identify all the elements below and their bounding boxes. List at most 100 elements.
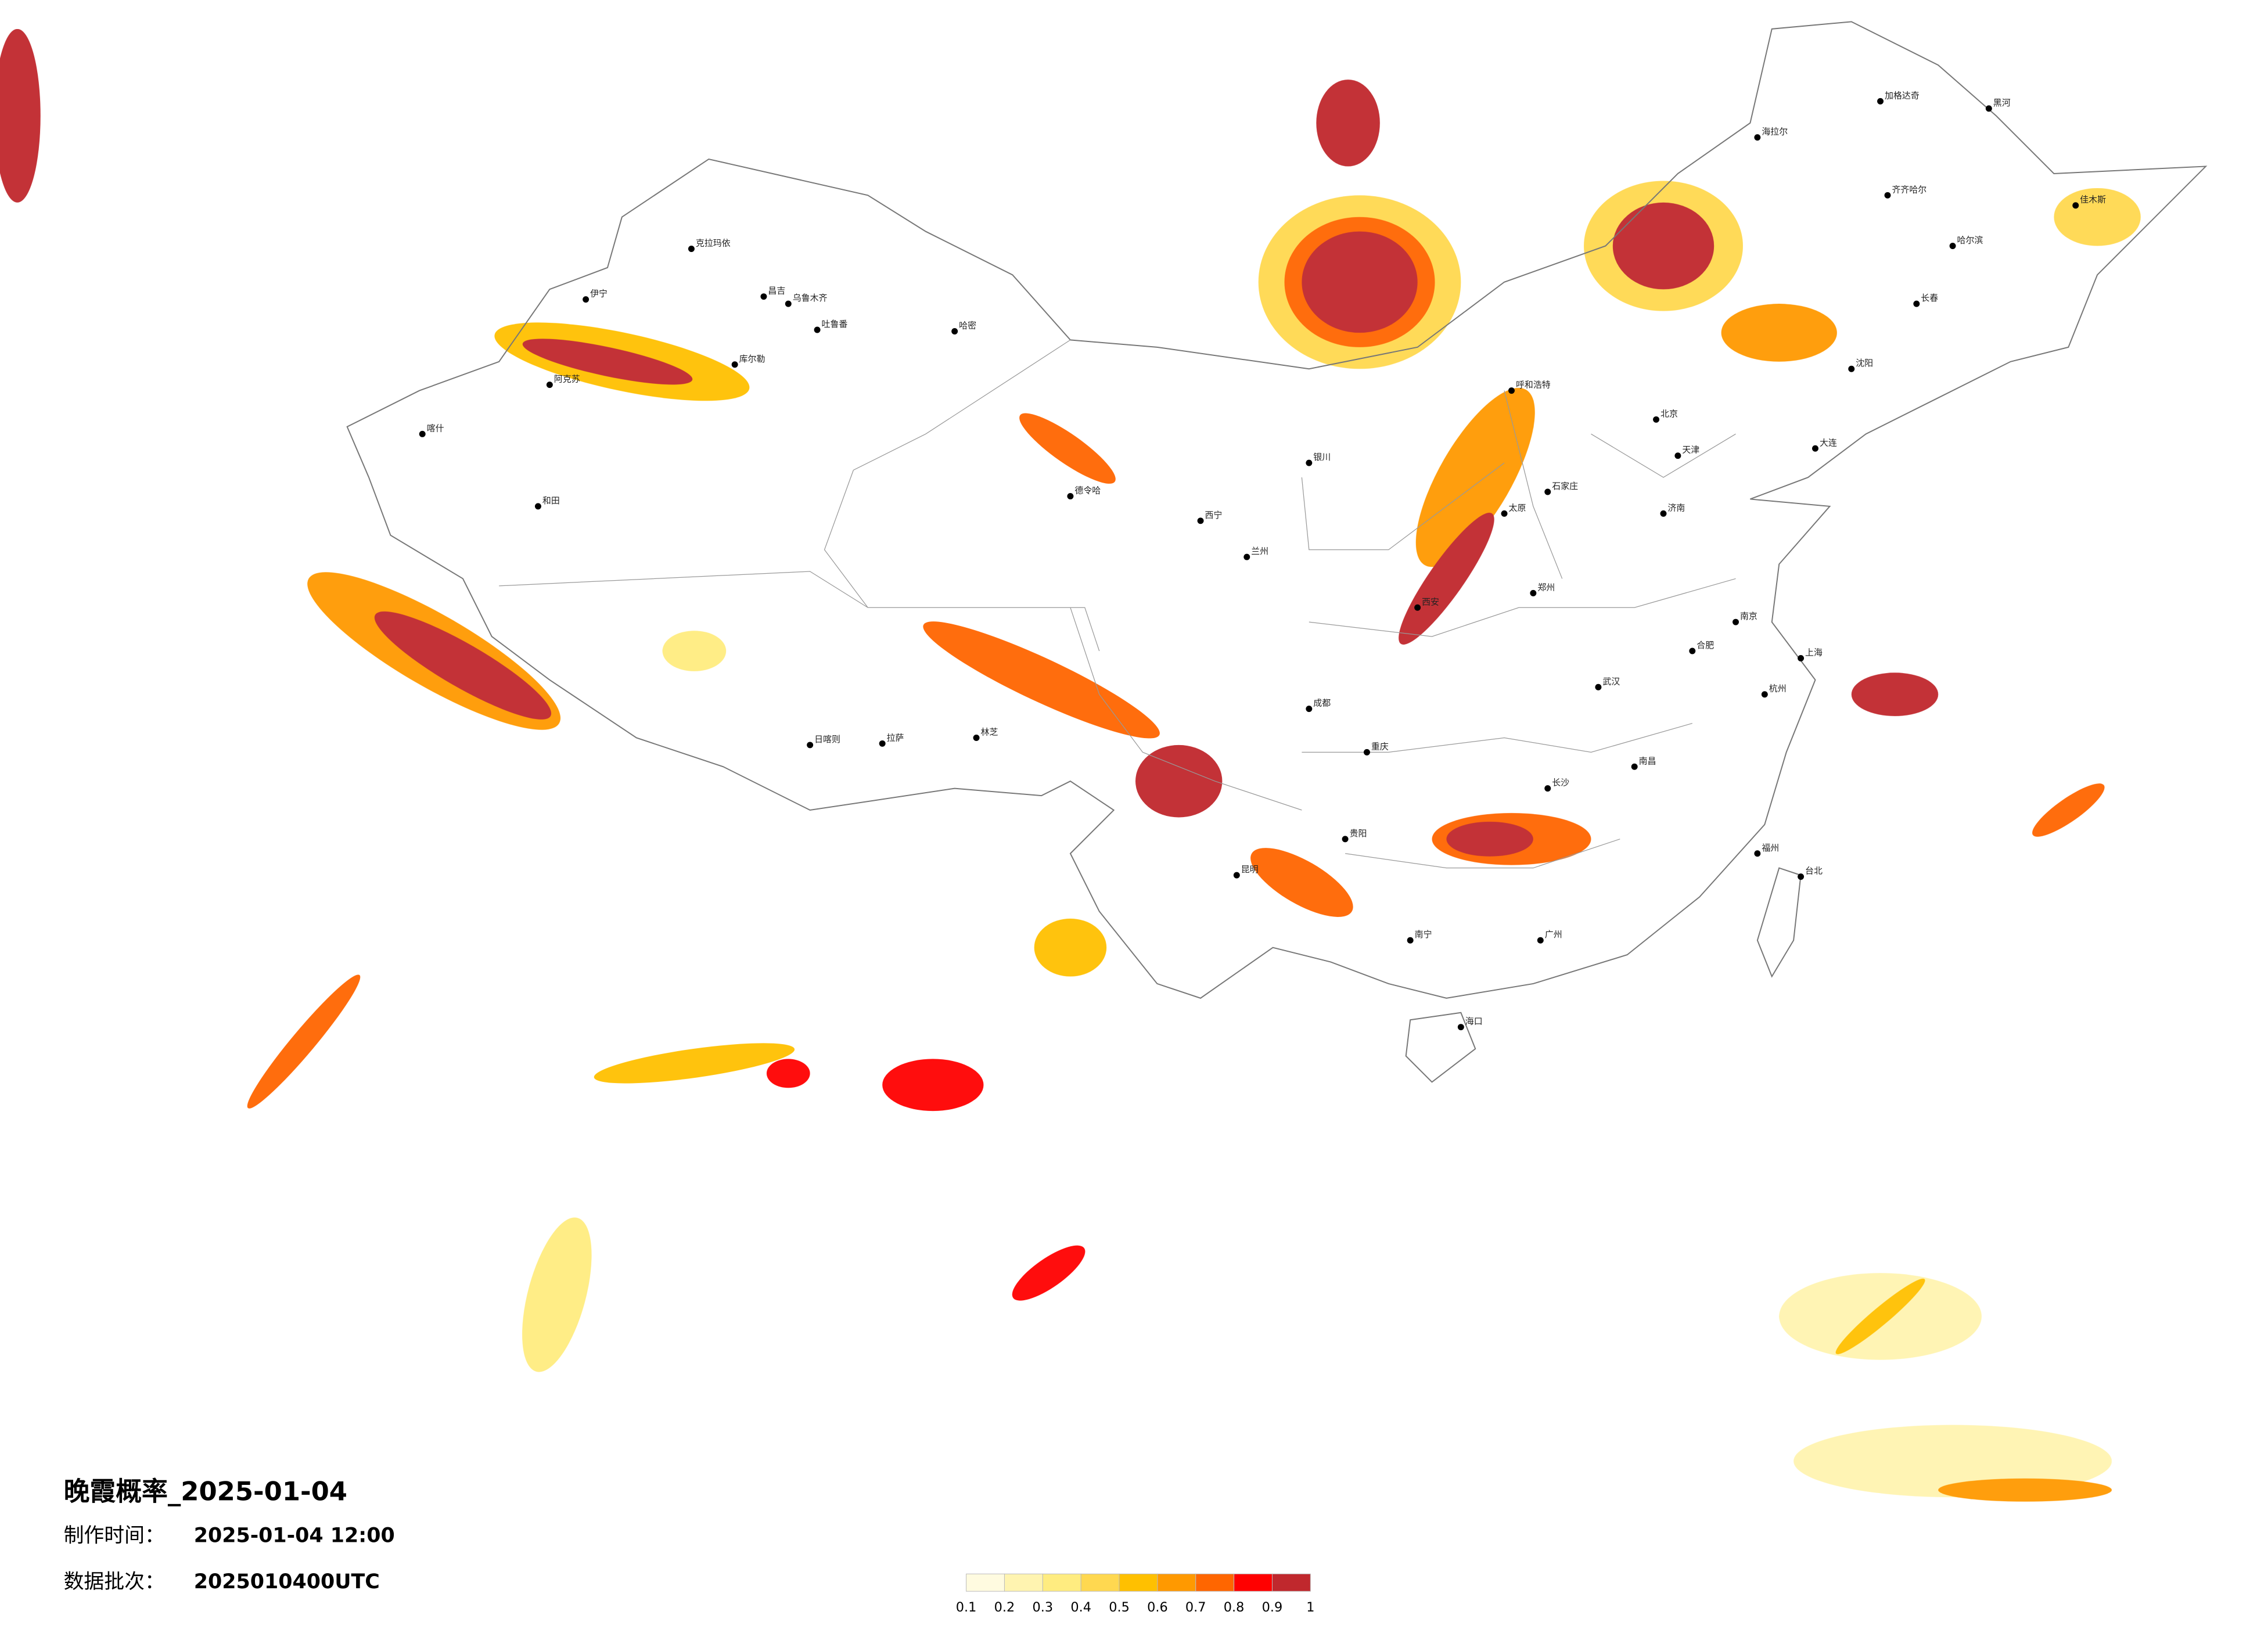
city-label: 和田 xyxy=(542,495,560,506)
city-label: 拉萨 xyxy=(887,732,904,743)
city-label: 长春 xyxy=(1921,293,1938,303)
colorbar-tick-label: 0.2 xyxy=(994,1600,1015,1615)
city-label: 台北 xyxy=(1805,866,1823,876)
city-label: 加格达奇 xyxy=(1885,90,1920,100)
city-label: 喀什 xyxy=(427,423,444,433)
city-dot xyxy=(1631,763,1638,770)
city-dot xyxy=(583,296,590,303)
city-dot xyxy=(879,740,886,747)
city-dot xyxy=(1306,706,1313,713)
city-label: 济南 xyxy=(1667,502,1685,513)
colorbar: 0.1 0.2 0.3 0.4 0.5 0.6 0.7 0.8 0.9 1 xyxy=(956,1573,1314,1615)
city-label: 海口 xyxy=(1465,1016,1483,1027)
city-dot xyxy=(546,382,553,388)
city-label: 哈尔滨 xyxy=(1957,235,1983,246)
city-label: 呼和浩特 xyxy=(1516,380,1551,390)
colorbar-tick-label: 0.7 xyxy=(1185,1600,1206,1615)
city-dot xyxy=(1689,647,1696,654)
city-dot xyxy=(1754,850,1761,857)
city-label: 沈阳 xyxy=(1856,358,1873,368)
city-dot xyxy=(1754,134,1761,141)
colorbar-tick-label: 0.4 xyxy=(1070,1600,1091,1615)
city-dot xyxy=(1733,618,1739,625)
colorbar-tick-label: 0.3 xyxy=(1033,1600,1054,1615)
city-dot xyxy=(1884,192,1891,199)
city-dot xyxy=(1544,785,1551,792)
city-dot xyxy=(1812,445,1818,452)
colorbar-tick-label: 0.1 xyxy=(956,1600,977,1615)
city-dot xyxy=(1544,488,1551,495)
city-label: 库尔勒 xyxy=(739,354,765,364)
city-dot xyxy=(1537,937,1544,944)
city-dot xyxy=(1877,98,1884,105)
city-label: 哈密 xyxy=(959,320,976,330)
city-label: 石家庄 xyxy=(1552,481,1578,491)
colorbar-swatch xyxy=(1004,1573,1043,1592)
city-dot xyxy=(731,361,738,368)
colorbar-swatch xyxy=(1119,1573,1158,1592)
city-dot xyxy=(2072,202,2079,209)
title: 晚霞概率_2025-01-04 xyxy=(64,1476,347,1506)
city-dot xyxy=(1306,459,1313,466)
city-dot xyxy=(1457,1024,1464,1031)
city-label: 杭州 xyxy=(1769,684,1787,694)
city-label: 北京 xyxy=(1660,408,1678,419)
city-label: 广州 xyxy=(1545,929,1562,940)
city-label: 上海 xyxy=(1805,647,1823,657)
city-label: 南宁 xyxy=(1415,929,1432,940)
city-dot xyxy=(1674,452,1681,459)
colorbar-swatch xyxy=(1271,1573,1311,1592)
city-dot xyxy=(1848,365,1855,372)
colorbar-swatch xyxy=(1234,1573,1273,1592)
city-label: 郑州 xyxy=(1537,582,1555,592)
city-label: 武汉 xyxy=(1602,676,1620,686)
city-label: 天津 xyxy=(1682,445,1699,455)
city-dot xyxy=(1067,492,1074,499)
country-border xyxy=(346,21,2208,999)
probability-field xyxy=(0,28,2141,1502)
city-dot xyxy=(785,300,792,307)
city-label: 西安 xyxy=(1422,596,1439,607)
city-label: 成都 xyxy=(1313,698,1331,708)
city-label: 银川 xyxy=(1313,452,1331,462)
colorbar-swatch xyxy=(1042,1573,1081,1592)
city-dot xyxy=(1342,836,1349,843)
city-dot xyxy=(1414,604,1421,611)
city-label: 克拉玛依 xyxy=(696,238,731,248)
city-label: 海拉尔 xyxy=(1762,127,1788,137)
batch-label: 数据批次： xyxy=(64,1570,165,1593)
colorbar-tick-label: 1 xyxy=(1306,1600,1314,1615)
city-dot xyxy=(1530,589,1537,596)
colorbar-swatch xyxy=(1080,1573,1120,1592)
city-dot xyxy=(1243,553,1250,560)
city-label: 重庆 xyxy=(1371,741,1389,751)
island-border xyxy=(1405,867,1802,1083)
city-dot xyxy=(534,503,541,510)
city-label: 西宁 xyxy=(1205,510,1223,520)
city-dot xyxy=(1798,654,1805,661)
city-dot xyxy=(814,326,821,333)
city-label: 日喀则 xyxy=(814,734,840,744)
city-label: 南昌 xyxy=(1639,756,1656,766)
city-dot xyxy=(1501,510,1508,517)
city-dot xyxy=(1913,300,1920,307)
city-label: 齐齐哈尔 xyxy=(1892,184,1926,195)
batch: 2025010400UTC xyxy=(194,1570,380,1593)
city-dot xyxy=(1407,937,1414,944)
colorbar-swatch xyxy=(1195,1573,1235,1592)
colorbar-tick-label: 0.9 xyxy=(1262,1600,1283,1615)
city-label: 南京 xyxy=(1740,611,1757,621)
province-borders xyxy=(499,339,1736,869)
city-label: 福州 xyxy=(1762,843,1779,853)
city-label: 伊宁 xyxy=(590,289,608,299)
city-dot xyxy=(1508,387,1515,394)
city-dot xyxy=(760,293,767,300)
city-label: 黑河 xyxy=(1993,98,2011,108)
city-label: 贵阳 xyxy=(1350,828,1367,839)
city-label: 乌鲁木齐 xyxy=(793,293,828,303)
city-dot xyxy=(1761,691,1768,698)
city-dot xyxy=(1233,872,1240,879)
